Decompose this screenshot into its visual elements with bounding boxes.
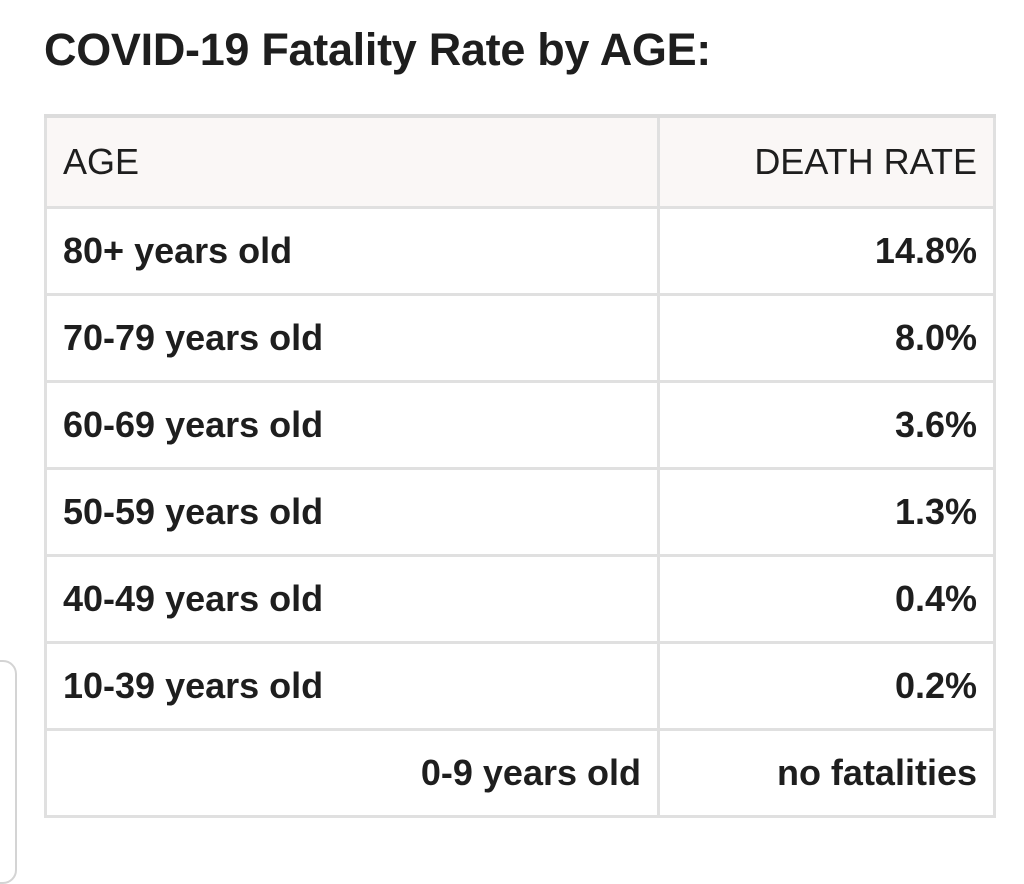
death-rate-cell: 0.2% (657, 641, 996, 731)
age-cell: 80+ years old (44, 206, 660, 296)
table-row: 10-39 years old 0.2% (44, 641, 996, 731)
age-cell: 70-79 years old (44, 293, 660, 383)
age-cell: 50-59 years old (44, 467, 660, 557)
table-row: 80+ years old 14.8% (44, 206, 996, 296)
death-rate-cell: 3.6% (657, 380, 996, 470)
header-age: AGE (44, 114, 660, 209)
death-rate-cell: 1.3% (657, 467, 996, 557)
age-cell: 0-9 years old (44, 728, 660, 818)
age-cell: 10-39 years old (44, 641, 660, 731)
header-death-rate: DEATH RATE (657, 114, 996, 209)
age-cell: 40-49 years old (44, 554, 660, 644)
death-rate-cell: 14.8% (657, 206, 996, 296)
table-row: 50-59 years old 1.3% (44, 467, 996, 557)
death-rate-cell: 8.0% (657, 293, 996, 383)
table-row: 60-69 years old 3.6% (44, 380, 996, 470)
death-rate-cell: no fatalities (657, 728, 996, 818)
table-header-row: AGE DEATH RATE (44, 114, 996, 209)
page-title: COVID-19 Fatality Rate by AGE: (44, 24, 711, 75)
table-row: 70-79 years old 8.0% (44, 293, 996, 383)
fatality-table: AGE DEATH RATE 80+ years old 14.8% 70-79 y… (44, 114, 996, 818)
age-cell: 60-69 years old (44, 380, 660, 470)
side-card-edge (0, 660, 17, 884)
death-rate-cell: 0.4% (657, 554, 996, 644)
table-row: 40-49 years old 0.4% (44, 554, 996, 644)
table-row: 0-9 years old no fatalities (44, 728, 996, 818)
